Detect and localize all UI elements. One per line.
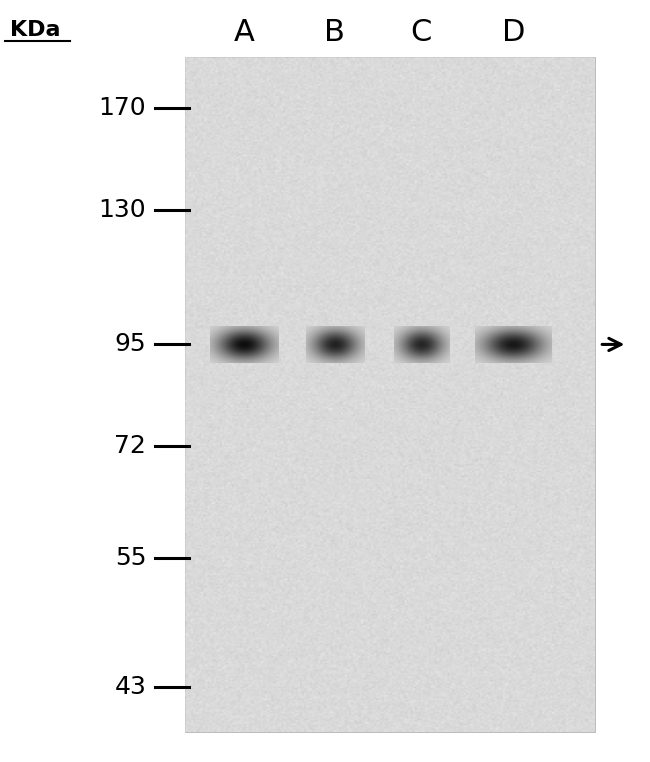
Text: 55: 55 xyxy=(115,546,146,570)
Text: A: A xyxy=(233,18,254,47)
Text: 130: 130 xyxy=(99,197,146,222)
Text: C: C xyxy=(411,18,432,47)
Text: D: D xyxy=(502,18,525,47)
Bar xyxy=(185,57,595,732)
Text: B: B xyxy=(324,18,345,47)
Text: 170: 170 xyxy=(99,96,146,120)
Text: 43: 43 xyxy=(114,675,146,700)
Text: 95: 95 xyxy=(114,332,146,357)
Text: 72: 72 xyxy=(114,434,146,458)
Text: KDa: KDa xyxy=(10,21,61,40)
